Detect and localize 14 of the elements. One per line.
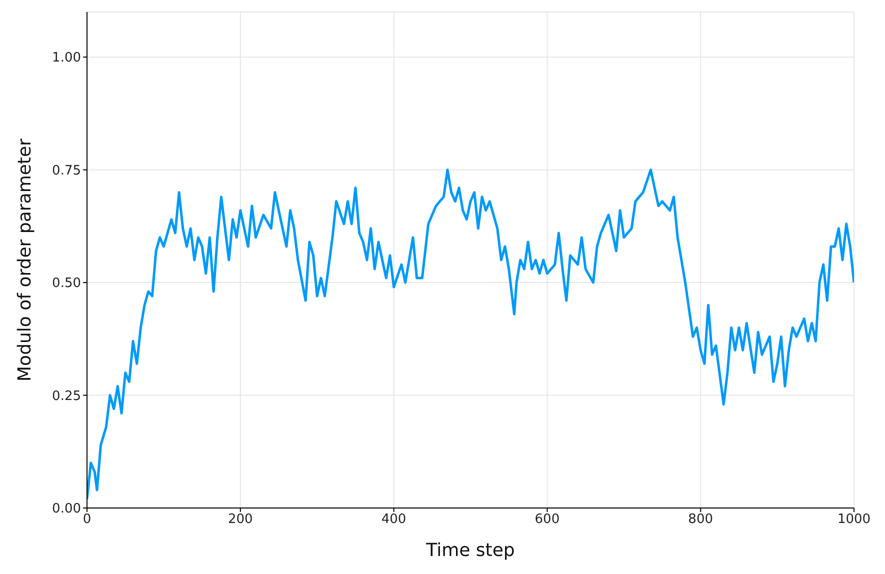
- x-tick-label: 1000: [837, 512, 871, 528]
- x-axis-title: Time step: [425, 540, 515, 561]
- y-tick-label: 0.00: [52, 502, 81, 517]
- x-tick-label: 800: [688, 512, 714, 528]
- y-tick-label: 0.75: [52, 163, 81, 178]
- y-tick-label: 0.25: [52, 388, 81, 404]
- line-series: [87, 168, 854, 500]
- y-axis-title: Modulo of order parameter: [14, 138, 36, 382]
- x-tick-label: 200: [228, 512, 253, 528]
- x-tick-label: 400: [381, 512, 406, 528]
- y-tick-label: 1.00: [52, 50, 81, 66]
- x-tick-label: 0: [82, 512, 92, 528]
- x-tick-label: 600: [534, 512, 560, 528]
- y-tick-label: 0.50: [52, 276, 81, 292]
